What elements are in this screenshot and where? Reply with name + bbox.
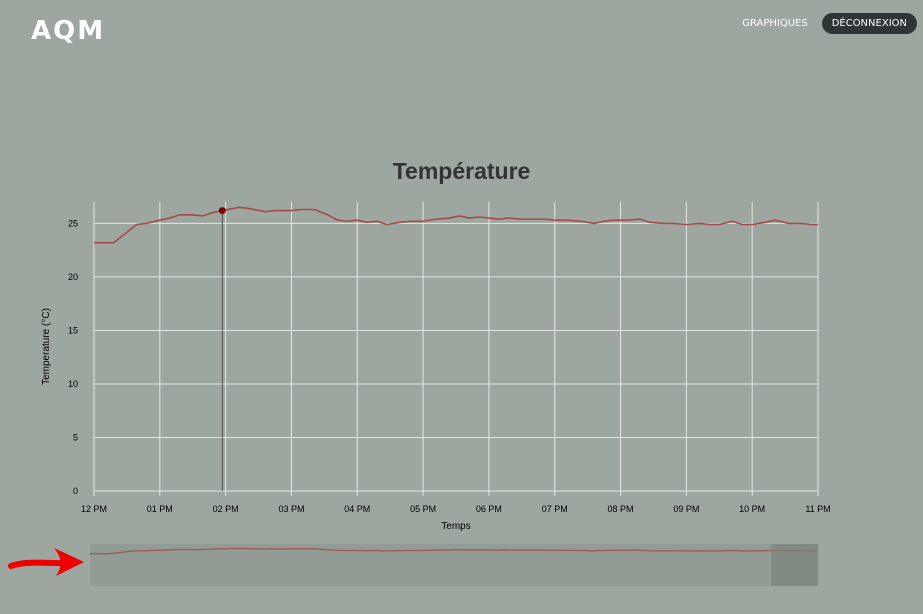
temperature-line — [94, 206, 818, 244]
chart-grid — [93, 202, 819, 492]
x-tick-label: 10 PM — [739, 504, 765, 514]
x-tick-label: 01 PM — [147, 504, 173, 514]
y-tick-label: 10 — [68, 379, 78, 389]
x-tick-label: 02 PM — [213, 504, 239, 514]
app-logo[interactable]: AQM — [31, 16, 106, 46]
chart-title: Température — [392, 158, 531, 184]
navigator-line — [90, 547, 818, 555]
y-tick-label: 20 — [68, 272, 78, 282]
x-tick-label: 11 PM — [805, 504, 830, 514]
highlight-point — [218, 207, 226, 215]
chart-axes: 0 5 10 15 20 25 12 PM 01 PM 02 PM 03 PM 04 PM 05 PM… — [68, 218, 831, 514]
x-tick-label: 06 PM — [476, 504, 502, 514]
x-tick-label: 12 PM — [81, 504, 107, 514]
x-tick-label: 09 PM — [673, 504, 699, 514]
x-axis-label: Temps — [441, 521, 470, 532]
y-tick-label: 25 — [68, 218, 78, 228]
x-tick-label: 04 PM — [344, 504, 370, 514]
chart-series — [94, 206, 818, 491]
x-tick-label: 08 PM — [608, 504, 634, 514]
x-tick-label: 03 PM — [278, 504, 304, 514]
x-tick-label: 07 PM — [542, 504, 568, 514]
y-tick-label: 0 — [73, 486, 78, 496]
navigator-selection — [771, 544, 818, 586]
range-navigator[interactable] — [90, 544, 818, 586]
logout-button[interactable]: DÉCONNEXION — [821, 13, 917, 34]
x-tick-label: 05 PM — [410, 504, 436, 514]
nav-graphiques-link[interactable]: GRAPHIQUES — [742, 18, 808, 29]
y-tick-label: 5 — [73, 432, 78, 442]
red-arrow-icon — [8, 548, 84, 576]
top-nav: GRAPHIQUES DÉCONNEXION — [740, 13, 917, 34]
y-axis-label: Temperature (°C) — [41, 308, 52, 385]
y-tick-label: 15 — [68, 325, 78, 335]
